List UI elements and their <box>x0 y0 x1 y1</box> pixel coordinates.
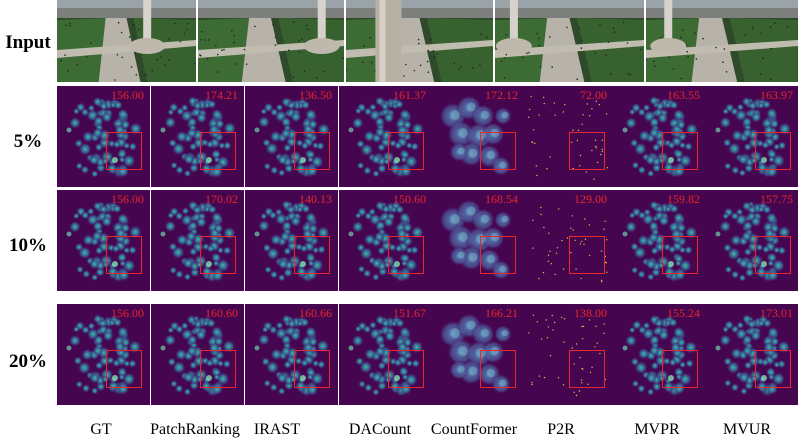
heatmap-cell: 155.24 <box>613 304 706 405</box>
method-label: MVUR <box>722 421 771 438</box>
input-view-image <box>198 0 344 82</box>
roi-box <box>662 132 698 170</box>
count-value: 159.82 <box>667 192 700 206</box>
roi-box <box>294 236 330 274</box>
roi-box <box>106 350 142 388</box>
count-value: 150.60 <box>393 192 426 206</box>
count-value: 155.24 <box>667 306 700 320</box>
count-value: 168.54 <box>485 192 518 206</box>
input-view-image <box>646 0 798 82</box>
count-value: 170.02 <box>205 192 238 206</box>
roi-box <box>200 236 236 274</box>
input-view-image <box>346 0 493 82</box>
heatmap-cell: 156.00 <box>57 304 150 405</box>
heatmap-cell: 170.02 <box>151 190 244 291</box>
method-label: CountFormer <box>430 421 518 438</box>
heatmap-cell: 72.00 <box>520 86 613 187</box>
row-label-10pct: 10% <box>9 235 47 256</box>
heatmap-cell: 138.00 <box>520 304 613 405</box>
heatmap-cell: 172.12 <box>431 86 524 187</box>
heatmap-cell: 160.60 <box>151 304 244 405</box>
roi-box <box>200 132 236 170</box>
count-value: 129.00 <box>574 192 607 206</box>
roi-box <box>755 132 791 170</box>
method-label: PatchRanking <box>150 421 240 438</box>
count-value: 166.21 <box>485 306 518 320</box>
method-label: MVPR <box>634 421 680 438</box>
roi-box <box>480 236 516 274</box>
count-value: 156.00 <box>111 306 144 320</box>
count-value: 72.00 <box>580 88 607 102</box>
count-value: 136.50 <box>299 88 332 102</box>
roi-box <box>388 132 424 170</box>
count-value: 151.67 <box>393 306 426 320</box>
roi-box <box>106 132 142 170</box>
row-label-5pct: 5% <box>13 131 43 152</box>
roi-box <box>569 236 605 274</box>
method-label: GT <box>90 421 112 438</box>
count-value: 173.01 <box>760 306 793 320</box>
heatmap-cell: 174.21 <box>151 86 244 187</box>
heatmap-cell: 136.50 <box>245 86 338 187</box>
roi-box <box>662 350 698 388</box>
method-label: P2R <box>547 421 575 438</box>
count-value: 140.13 <box>299 192 332 206</box>
heatmap-cell: 157.75 <box>706 190 798 291</box>
count-value: 160.60 <box>205 306 238 320</box>
heatmap-cell: 159.82 <box>613 190 706 291</box>
roi-box <box>480 350 516 388</box>
roi-box <box>294 350 330 388</box>
roi-box <box>480 132 516 170</box>
roi-box <box>569 132 605 170</box>
roi-box <box>755 236 791 274</box>
heatmap-cell: 163.55 <box>613 86 706 187</box>
heatmap-cell: 150.60 <box>339 190 432 291</box>
roi-box <box>569 350 605 388</box>
input-view-image <box>57 0 196 82</box>
count-value: 156.00 <box>111 192 144 206</box>
method-label: DACount <box>348 421 412 438</box>
roi-box <box>106 236 142 274</box>
roi-box <box>755 350 791 388</box>
count-value: 161.37 <box>393 88 426 102</box>
heatmap-cell: 173.01 <box>706 304 798 405</box>
roi-box <box>662 236 698 274</box>
heatmap-cell: 140.13 <box>245 190 338 291</box>
roi-box <box>200 350 236 388</box>
row-label-input: Input <box>5 32 51 53</box>
heatmap-cell: 151.67 <box>339 304 432 405</box>
roi-box <box>388 350 424 388</box>
method-label: IRAST <box>253 421 301 438</box>
roi-box <box>294 132 330 170</box>
count-value: 138.00 <box>574 306 607 320</box>
count-value: 156.00 <box>111 88 144 102</box>
count-value: 163.97 <box>760 88 793 102</box>
count-value: 157.75 <box>760 192 793 206</box>
heatmap-cell: 168.54 <box>431 190 524 291</box>
heatmap-cell: 161.37 <box>339 86 432 187</box>
row-label-20pct: 20% <box>9 351 47 372</box>
count-value: 172.12 <box>485 88 518 102</box>
heatmap-cell: 129.00 <box>520 190 613 291</box>
count-value: 174.21 <box>205 88 238 102</box>
heatmap-cell: 163.97 <box>706 86 798 187</box>
count-value: 163.55 <box>667 88 700 102</box>
heatmap-cell: 156.00 <box>57 190 150 291</box>
count-value: 160.66 <box>299 306 332 320</box>
heatmap-cell: 166.21 <box>431 304 524 405</box>
input-view-image <box>495 0 644 82</box>
heatmap-cell: 156.00 <box>57 86 150 187</box>
roi-box <box>388 236 424 274</box>
heatmap-cell: 160.66 <box>245 304 338 405</box>
